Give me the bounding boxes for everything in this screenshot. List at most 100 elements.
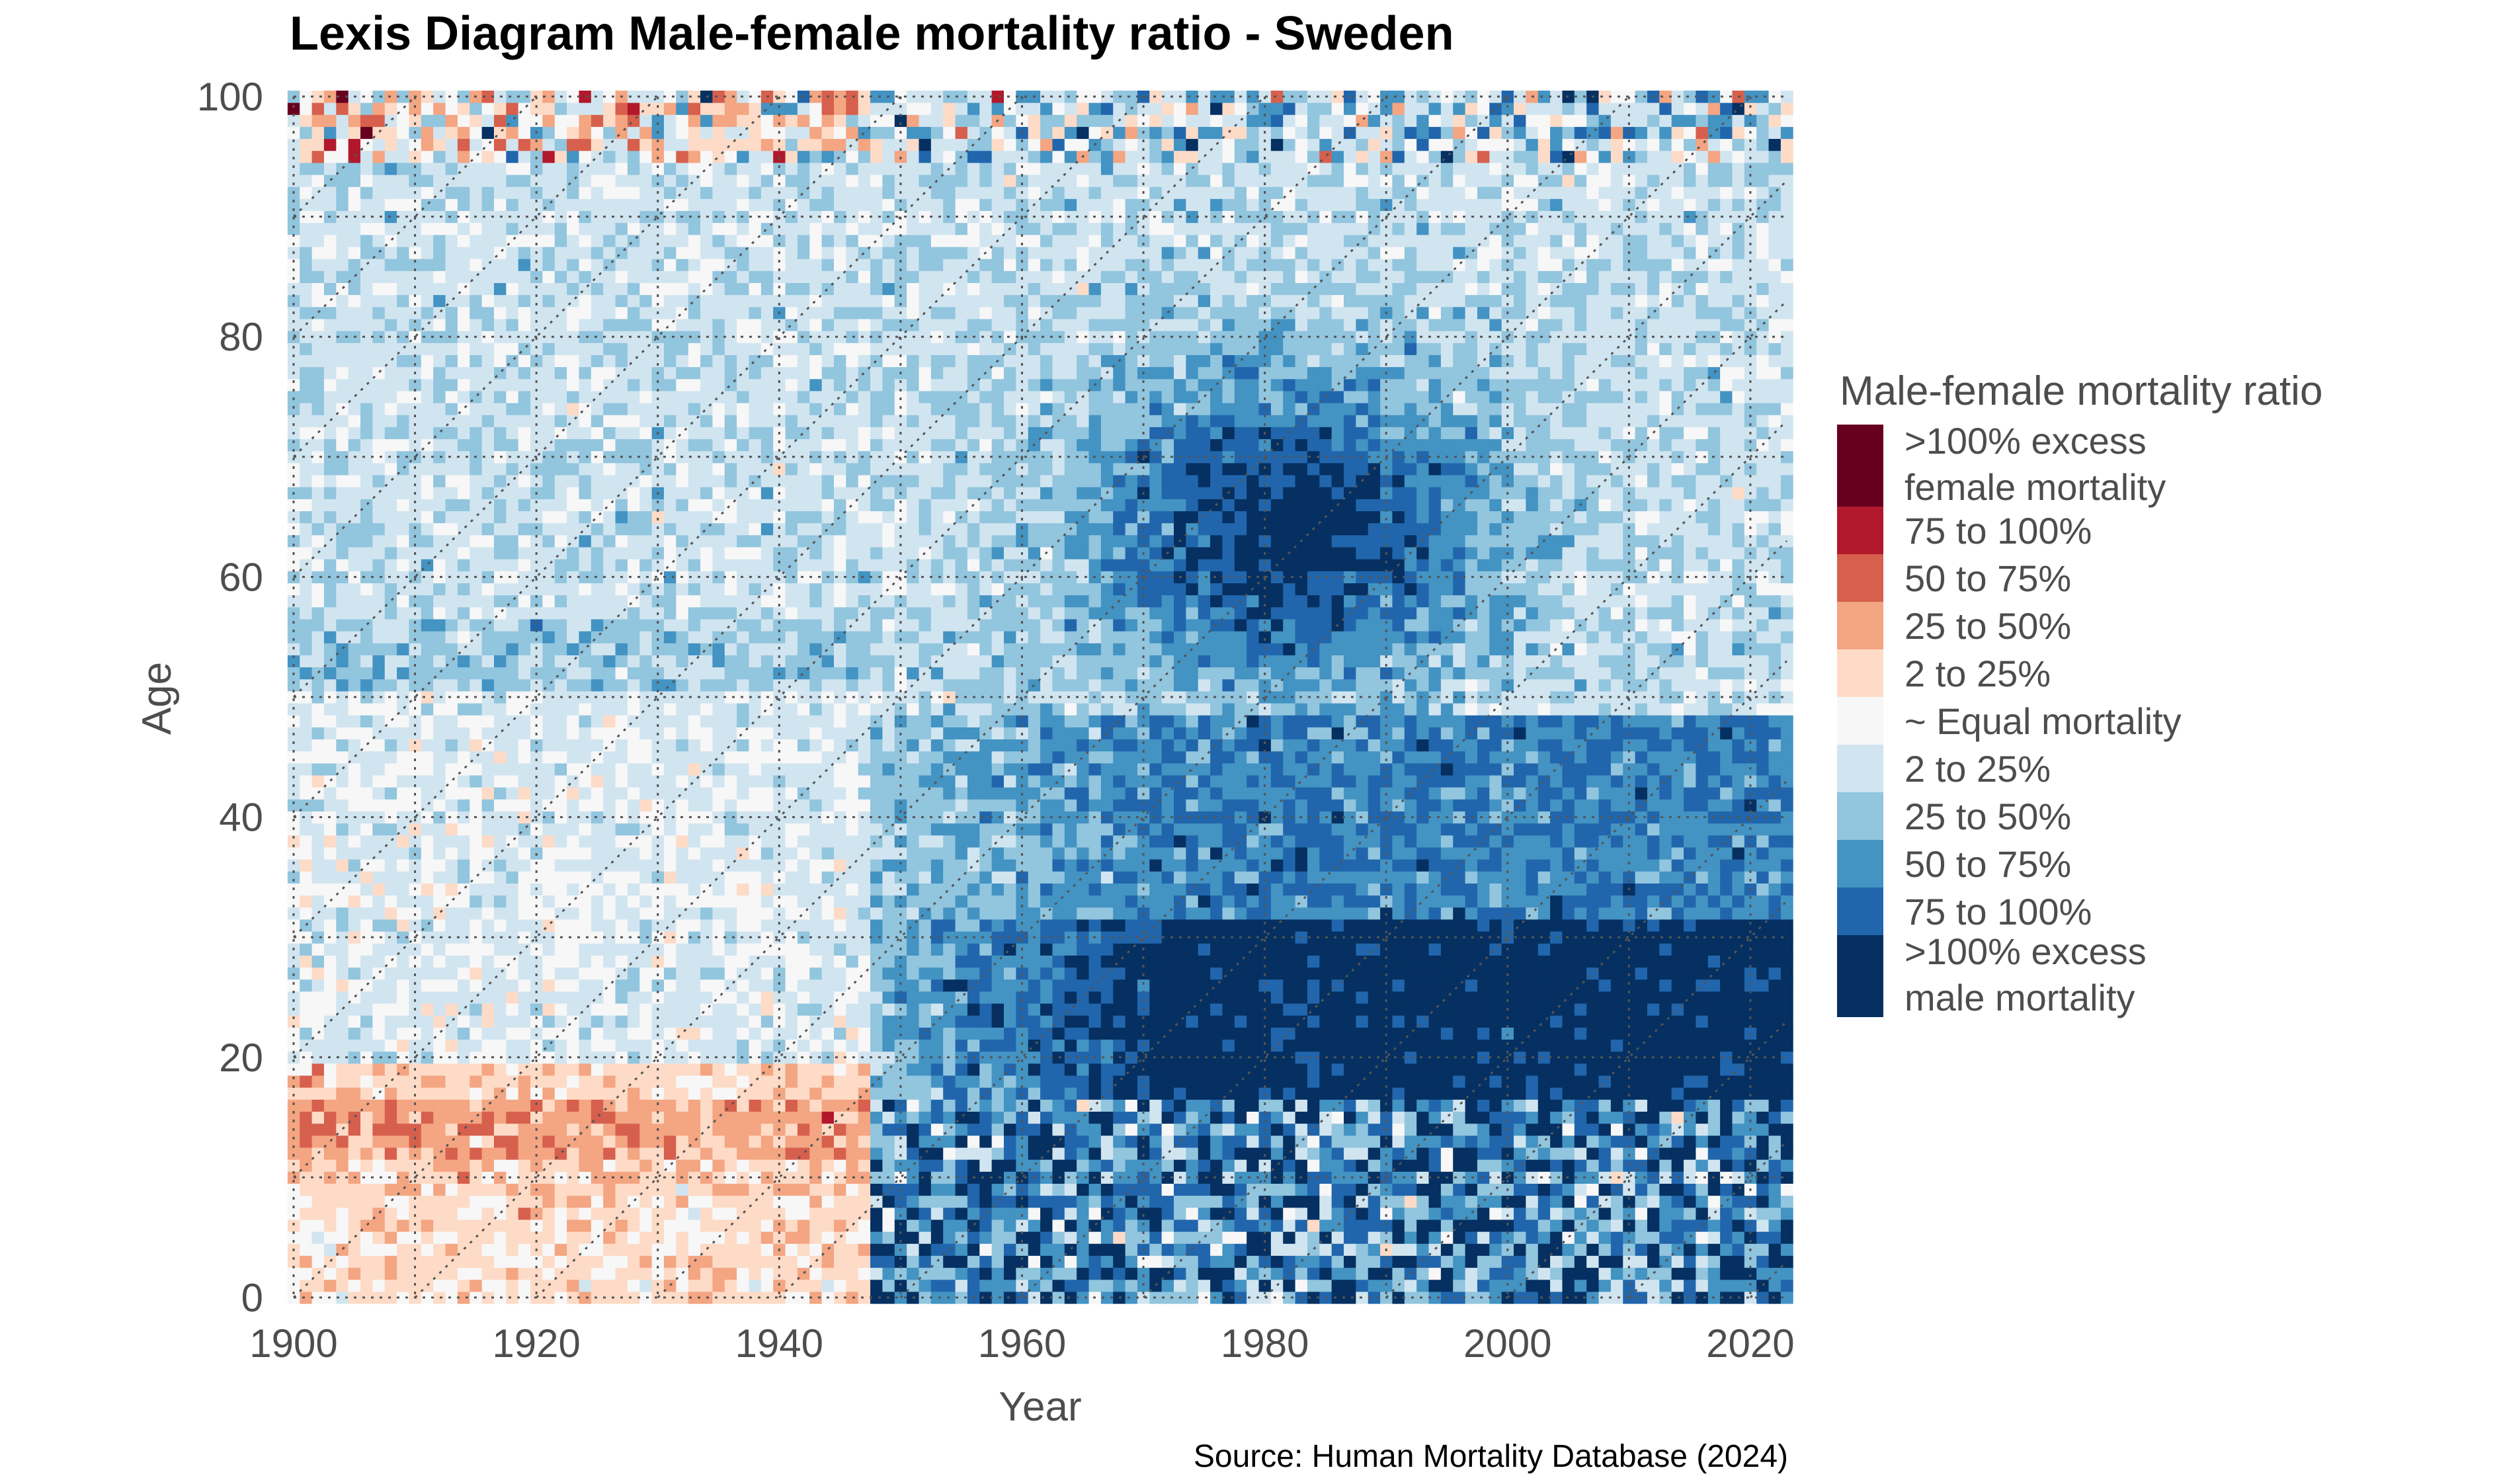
heatmap-cell [760,895,774,908]
heatmap-cell [639,331,653,343]
heatmap-cell [567,691,579,704]
heatmap-cell [518,883,531,896]
heatmap-cell [457,415,470,427]
heatmap-cell [323,403,337,415]
heatmap-cell [372,1279,386,1292]
heatmap-cell [749,547,762,559]
heatmap-cell [579,907,592,920]
heatmap-cell [700,306,713,319]
heatmap-cell [712,475,725,487]
heatmap-cell [858,186,871,199]
heatmap-cell [627,1087,640,1100]
heatmap-cell [554,907,567,920]
heatmap-cell [846,1279,859,1292]
heatmap-cell [591,306,604,319]
heatmap-cell [785,162,798,175]
heatmap-cell [481,715,495,727]
heatmap-cell [481,450,495,464]
heatmap-cell [870,103,883,115]
heatmap-cell [809,1267,823,1280]
heatmap-cell [760,967,774,980]
heatmap-cell [797,331,810,343]
heatmap-cell [821,415,835,427]
heatmap-cell [700,1183,713,1196]
heatmap-cell [579,955,592,968]
heatmap-cell [457,691,470,704]
heatmap-cell [760,739,774,752]
heatmap-cell [433,114,446,127]
heatmap-cell [300,739,313,752]
heatmap-cell [591,1243,604,1256]
heatmap-cell [542,715,555,727]
heatmap-cell [554,198,567,212]
heatmap-cell [554,1279,567,1292]
heatmap-cell [688,1111,701,1124]
heatmap-cell [409,955,422,968]
heatmap-cell [615,1267,628,1280]
heatmap-cell [785,835,798,848]
heatmap-cell [639,427,653,440]
heatmap-cell [712,222,725,235]
heatmap-cell [542,354,555,368]
heatmap-cell [663,354,676,368]
heatmap-cell [445,895,458,908]
heatmap-cell [785,1183,798,1196]
heatmap-cell [567,883,579,896]
heatmap-cell [858,462,871,475]
heatmap-cell [882,1231,895,1244]
heatmap-cell [542,895,555,908]
heatmap-cell [797,162,810,175]
heatmap-cell [372,1099,386,1112]
heatmap-cell [858,1075,871,1088]
heatmap-cell [797,1015,810,1028]
heatmap-cell [518,366,531,380]
heatmap-cell [409,919,422,932]
heatmap-cell [323,763,337,776]
heatmap-cell [287,559,300,571]
heatmap-cell [833,138,846,151]
heatmap-cell [554,366,567,380]
heatmap-cell [360,1255,373,1268]
heatmap-cell [397,991,409,1004]
heatmap-cell [300,186,313,199]
heatmap-cell [372,643,386,655]
heatmap-cell [384,703,397,716]
heatmap-cell [737,919,749,932]
heatmap-cell [421,1171,434,1184]
heatmap-cell [579,1279,592,1292]
heatmap-cell [421,126,434,140]
heatmap-cell [700,787,713,800]
heatmap-cell [724,559,737,571]
heatmap-cell [384,619,397,632]
heatmap-cell [858,775,871,788]
heatmap-cell [821,1183,835,1196]
heatmap-cell [724,1015,737,1028]
heatmap-cell [518,162,531,175]
heatmap-cell [287,799,300,812]
heatmap-cell [445,571,458,583]
heatmap-cell [846,511,859,524]
heatmap-cell [700,991,713,1004]
heatmap-cell [336,378,349,392]
heatmap-cell [591,103,604,115]
heatmap-cell [700,415,713,427]
heatmap-cell [300,1039,313,1052]
heatmap-cell [749,1111,762,1124]
heatmap-cell [591,1195,604,1208]
heatmap-cell [542,751,555,764]
heatmap-cell [797,679,810,692]
heatmap-cell [518,1003,531,1016]
heatmap-cell [348,1027,361,1040]
heatmap-cell [676,126,689,140]
heatmap-cell [481,175,495,187]
heatmap-cell [833,126,846,140]
heatmap-cell [311,583,325,596]
heatmap-cell [749,354,762,368]
heatmap-cell [323,186,337,199]
heatmap-cell [760,270,774,283]
heatmap-cell [639,222,653,235]
heatmap-cell [809,391,823,403]
heatmap-cell [627,1195,640,1208]
heatmap-cell [749,691,762,704]
heatmap-cell [493,1195,507,1208]
